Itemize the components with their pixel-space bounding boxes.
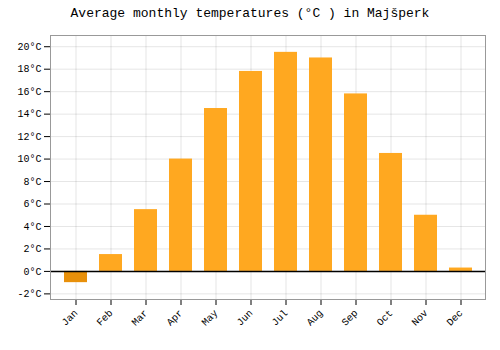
svg-text:8°C: 8°C xyxy=(23,177,41,188)
svg-text:-2°C: -2°C xyxy=(17,289,41,300)
svg-text:4°C: 4°C xyxy=(23,222,41,233)
svg-text:Sep: Sep xyxy=(340,308,361,329)
svg-text:18°C: 18°C xyxy=(17,64,41,75)
svg-text:Jan: Jan xyxy=(60,308,81,329)
svg-text:Oct: Oct xyxy=(375,308,396,329)
svg-text:Mar: Mar xyxy=(130,308,151,329)
svg-text:Jun: Jun xyxy=(235,308,256,329)
svg-text:2°C: 2°C xyxy=(23,244,41,255)
svg-text:0°C: 0°C xyxy=(23,267,41,278)
svg-text:Apr: Apr xyxy=(165,308,186,329)
svg-text:May: May xyxy=(200,308,221,329)
html-text:Average monthly temperatures (: Average monthly temperatures (°C ) in Ma… xyxy=(70,6,430,21)
svg-text:Feb: Feb xyxy=(95,308,116,329)
svg-text:16°C: 16°C xyxy=(17,87,41,98)
svg-text:14°C: 14°C xyxy=(17,109,41,120)
svg-text:20°C: 20°C xyxy=(17,42,41,53)
svg-text:Dec: Dec xyxy=(445,308,466,329)
svg-text:Jul: Jul xyxy=(270,308,291,329)
svg-text:10°C: 10°C xyxy=(17,154,41,165)
svg-text:6°C: 6°C xyxy=(23,199,41,210)
svg-text:12°C: 12°C xyxy=(17,132,41,143)
svg-text:Nov: Nov xyxy=(410,308,431,329)
svg-text:Aug: Aug xyxy=(305,308,326,329)
